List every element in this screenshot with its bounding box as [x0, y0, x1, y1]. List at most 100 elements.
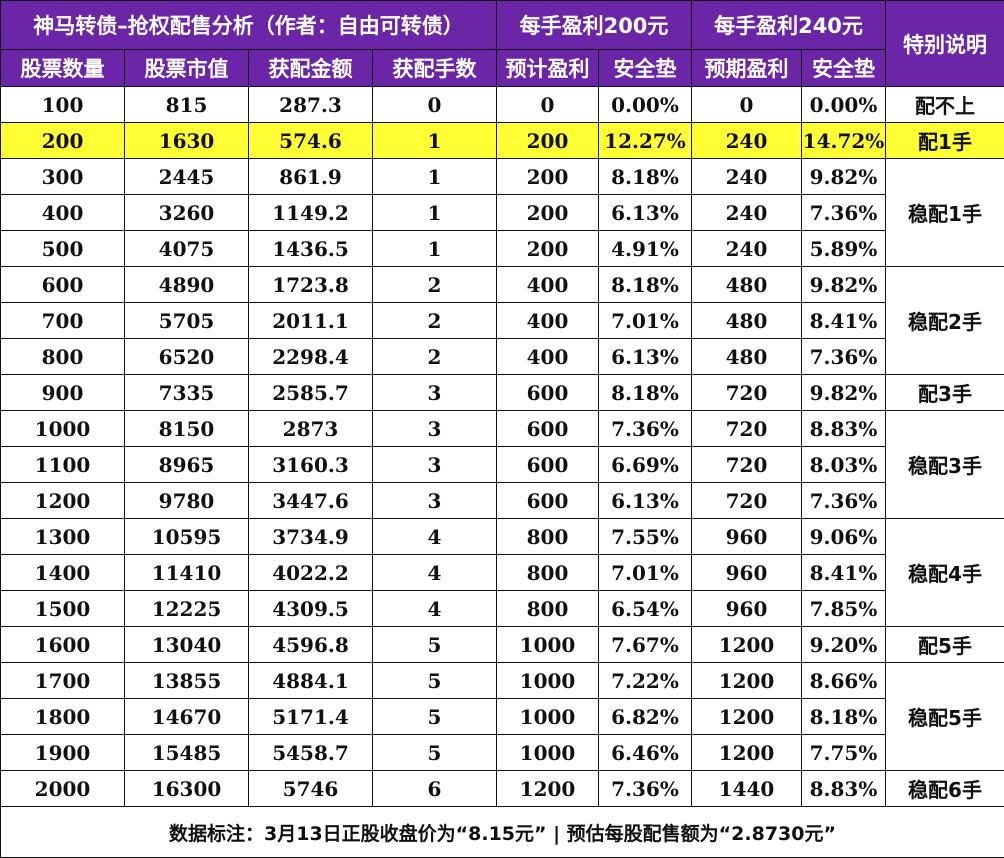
cell-exp-profit: 720	[692, 375, 802, 411]
cell-est-profit: 800	[497, 519, 599, 555]
cell-safety-margin-200: 6.82%	[599, 699, 692, 735]
cell-exp-profit: 720	[692, 411, 802, 447]
cell-allot-lots: 5	[373, 699, 497, 735]
table-row: 1900 15485 5458.7 5 1000 6.46% 1200 7.75…	[1, 735, 1004, 771]
special-note: 配不上	[886, 87, 1004, 123]
cell-shares: 200	[1, 123, 125, 159]
table-row: 1700 13855 4884.1 5 1000 7.22% 1200 8.66…	[1, 663, 1004, 699]
cell-allot-amount: 5171.4	[249, 699, 373, 735]
cell-allot-amount: 4309.5	[249, 591, 373, 627]
cell-allot-amount: 2585.7	[249, 375, 373, 411]
cell-market-value: 8150	[125, 411, 249, 447]
special-note: 稳配5手	[886, 663, 1004, 771]
col-header-safety-margin-240: 安全垫	[802, 50, 886, 87]
cell-safety-margin-240: 9.06%	[802, 519, 886, 555]
cell-allot-lots: 4	[373, 519, 497, 555]
cell-est-profit: 600	[497, 411, 599, 447]
cell-safety-margin-200: 6.13%	[599, 339, 692, 375]
cell-exp-profit: 240	[692, 231, 802, 267]
special-note: 配5手	[886, 627, 1004, 663]
cell-safety-margin-200: 6.69%	[599, 447, 692, 483]
col-header-shares: 股票数量	[1, 50, 125, 87]
cell-allot-lots: 5	[373, 627, 497, 663]
cell-est-profit: 600	[497, 483, 599, 519]
cell-safety-margin-200: 6.46%	[599, 735, 692, 771]
cell-market-value: 3260	[125, 195, 249, 231]
cell-market-value: 4075	[125, 231, 249, 267]
cell-shares: 1600	[1, 627, 125, 663]
table-row: 1000 8150 2873 3 600 7.36% 720 8.83% 稳配3…	[1, 411, 1004, 447]
cell-safety-margin-240: 7.75%	[802, 735, 886, 771]
cell-safety-margin-200: 7.01%	[599, 303, 692, 339]
cell-est-profit: 400	[497, 339, 599, 375]
cell-allot-amount: 861.9	[249, 159, 373, 195]
cell-est-profit: 800	[497, 555, 599, 591]
cell-allot-lots: 4	[373, 555, 497, 591]
cell-shares: 500	[1, 231, 125, 267]
cell-allot-lots: 2	[373, 339, 497, 375]
special-note: 配3手	[886, 375, 1004, 411]
cell-shares: 1800	[1, 699, 125, 735]
table-row: 800 6520 2298.4 2 400 6.13% 480 7.36%	[1, 339, 1004, 375]
cell-allot-lots: 5	[373, 735, 497, 771]
cell-shares: 1700	[1, 663, 125, 699]
cell-safety-margin-240: 8.83%	[802, 771, 886, 807]
cell-exp-profit: 1200	[692, 627, 802, 663]
cell-allot-amount: 574.6	[249, 123, 373, 159]
cell-market-value: 1630	[125, 123, 249, 159]
cell-est-profit: 800	[497, 591, 599, 627]
cell-allot-lots: 4	[373, 591, 497, 627]
cell-safety-margin-200: 0.00%	[599, 87, 692, 123]
special-note: 稳配4手	[886, 519, 1004, 627]
special-note-header: 特别说明	[886, 1, 1004, 87]
cell-market-value: 12225	[125, 591, 249, 627]
cell-exp-profit: 480	[692, 303, 802, 339]
cell-allot-lots: 5	[373, 663, 497, 699]
special-note: 配1手	[886, 123, 1004, 159]
cell-market-value: 16300	[125, 771, 249, 807]
cell-safety-margin-240: 0.00%	[802, 87, 886, 123]
cell-shares: 600	[1, 267, 125, 303]
cell-allot-amount: 3734.9	[249, 519, 373, 555]
cell-safety-margin-240: 8.41%	[802, 555, 886, 591]
cell-exp-profit: 480	[692, 267, 802, 303]
cell-market-value: 4890	[125, 267, 249, 303]
cell-safety-margin-240: 7.36%	[802, 195, 886, 231]
cell-safety-margin-240: 8.03%	[802, 447, 886, 483]
cell-safety-margin-200: 7.36%	[599, 411, 692, 447]
cell-shares: 1900	[1, 735, 125, 771]
cell-market-value: 2445	[125, 159, 249, 195]
cell-market-value: 8965	[125, 447, 249, 483]
table-row: 1300 10595 3734.9 4 800 7.55% 960 9.06% …	[1, 519, 1004, 555]
cell-safety-margin-200: 7.67%	[599, 627, 692, 663]
cell-shares: 1400	[1, 555, 125, 591]
table-row: 900 7335 2585.7 3 600 8.18% 720 9.82% 配3…	[1, 375, 1004, 411]
cell-allot-amount: 3160.3	[249, 447, 373, 483]
table-row: 1500 12225 4309.5 4 800 6.54% 960 7.85%	[1, 591, 1004, 627]
cell-exp-profit: 720	[692, 447, 802, 483]
cell-market-value: 815	[125, 87, 249, 123]
cell-exp-profit: 240	[692, 123, 802, 159]
cell-allot-lots: 2	[373, 303, 497, 339]
cell-allot-lots: 2	[373, 267, 497, 303]
cell-safety-margin-240: 8.66%	[802, 663, 886, 699]
cell-market-value: 13040	[125, 627, 249, 663]
cell-shares: 400	[1, 195, 125, 231]
cell-market-value: 6520	[125, 339, 249, 375]
cell-allot-lots: 3	[373, 447, 497, 483]
special-note: 稳配6手	[886, 771, 1004, 807]
cell-safety-margin-200: 7.22%	[599, 663, 692, 699]
cell-allot-amount: 1149.2	[249, 195, 373, 231]
cell-safety-margin-240: 9.82%	[802, 375, 886, 411]
cell-safety-margin-240: 8.83%	[802, 411, 886, 447]
table-row: 500 4075 1436.5 1 200 4.91% 240 5.89%	[1, 231, 1004, 267]
table-row: 100 815 287.3 0 0 0.00% 0 0.00% 配不上	[1, 87, 1004, 123]
cell-shares: 1100	[1, 447, 125, 483]
cell-market-value: 14670	[125, 699, 249, 735]
cell-exp-profit: 1200	[692, 663, 802, 699]
table-row: 700 5705 2011.1 2 400 7.01% 480 8.41%	[1, 303, 1004, 339]
cell-allot-lots: 1	[373, 195, 497, 231]
cell-est-profit: 200	[497, 123, 599, 159]
cell-allot-amount: 5746	[249, 771, 373, 807]
